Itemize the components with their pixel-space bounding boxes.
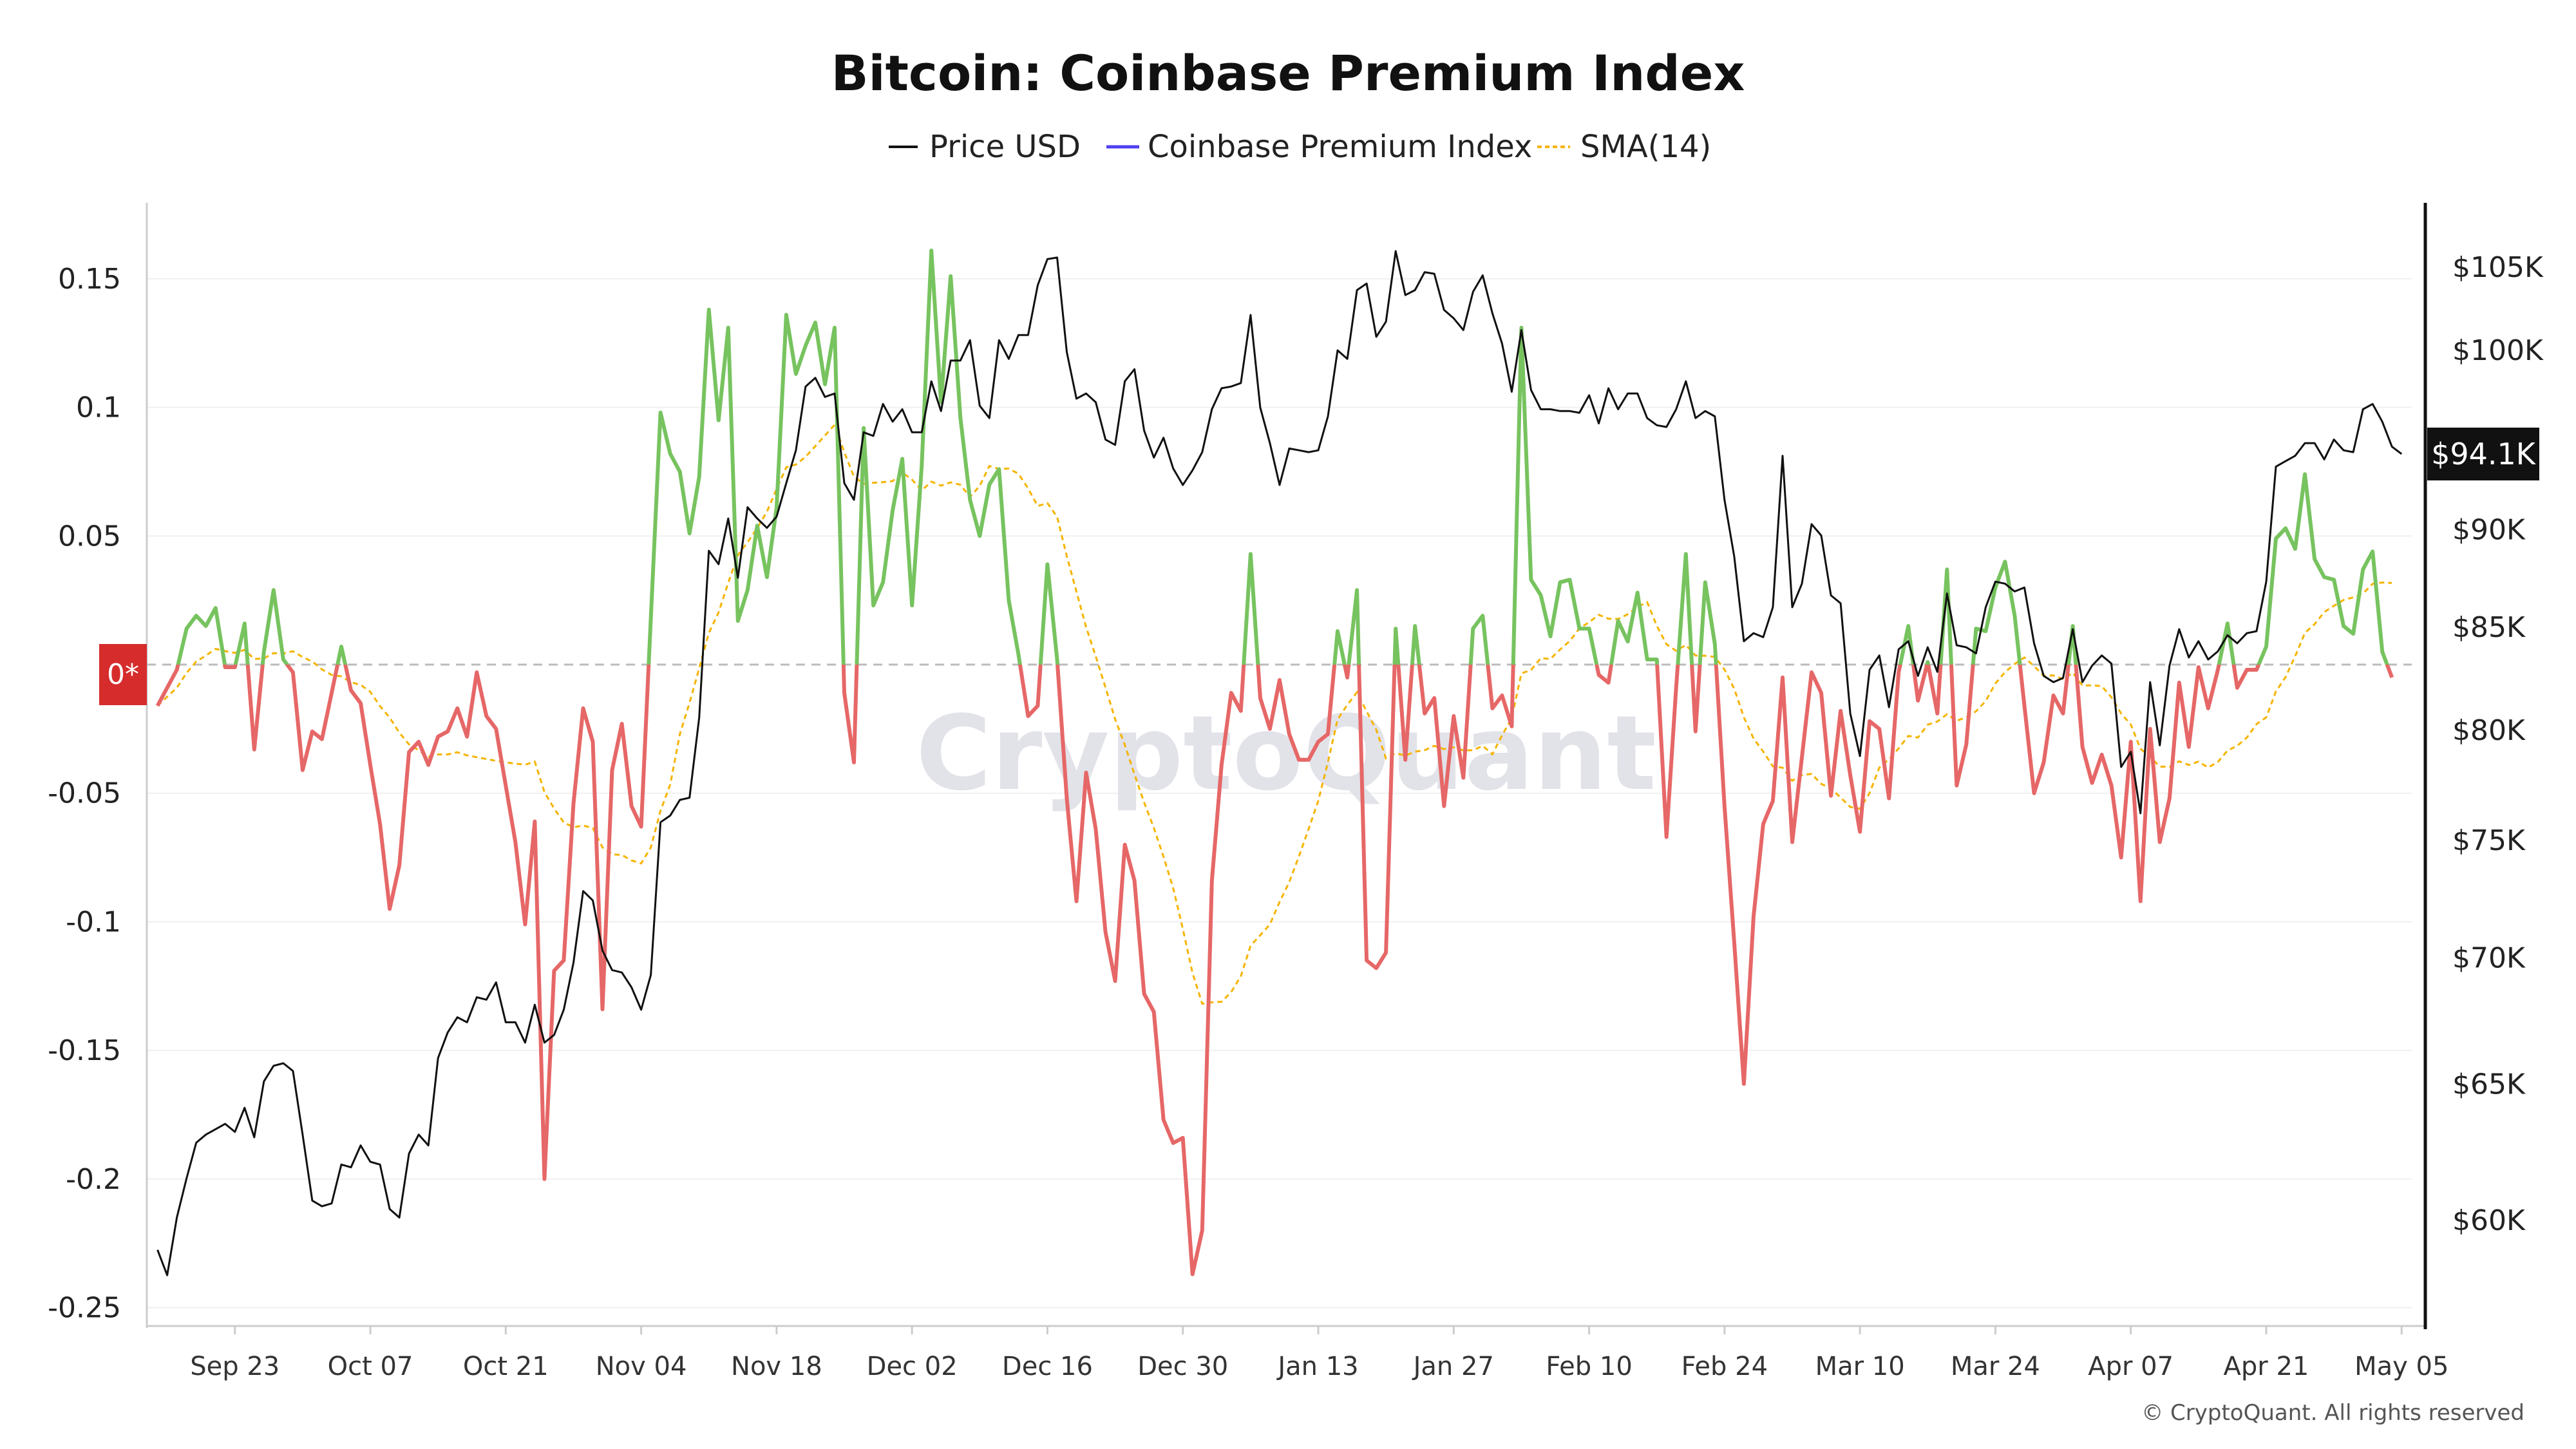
sma-series-line: [156, 422, 2392, 1005]
x-tick-label: Nov 18: [731, 1352, 822, 1381]
right-tick-label: $60K: [2452, 1204, 2526, 1237]
x-tick-label: Feb 10: [1546, 1352, 1632, 1381]
right-tick-label: $100K: [2452, 334, 2544, 367]
x-tick-label: Dec 30: [1137, 1352, 1228, 1381]
x-tick-label: Apr 07: [2088, 1352, 2174, 1381]
x-tick-label: Nov 04: [596, 1352, 687, 1381]
right-tick-label: $90K: [2452, 514, 2526, 547]
x-tick-label: Dec 16: [1002, 1352, 1093, 1381]
current-price-box: [2427, 428, 2539, 480]
x-tick-label: Jan 13: [1276, 1352, 1358, 1381]
right-tick-label: $80K: [2452, 714, 2526, 747]
left-axis-ticks: 0.15 0.1 0.05 -0.05 -0.1 -0.15 -0.2 -0.25: [48, 263, 121, 1325]
chart-title: Bitcoin: Coinbase Premium Index: [831, 44, 1745, 102]
premium-series-line-negative: [155, 665, 2394, 1276]
x-tick-label: Mar 24: [1951, 1352, 2040, 1381]
right-tick-label: $65K: [2452, 1068, 2526, 1101]
left-tick-label: -0.15: [48, 1034, 121, 1067]
x-tick-label: Sep 23: [190, 1352, 279, 1381]
left-tick-label: -0.05: [48, 777, 121, 810]
left-tick-label: -0.1: [66, 905, 121, 938]
legend: Price USD Coinbase Premium Index SMA(14): [889, 129, 1711, 165]
current-price-marker: $94.1K: [2427, 428, 2539, 480]
left-tick-label: -0.25: [48, 1292, 121, 1325]
x-tick-label: Jan 27: [1412, 1352, 1494, 1381]
premium-series-line-positive: [176, 249, 2389, 665]
x-tick-label: Dec 02: [867, 1352, 958, 1381]
right-tick-label: $105K: [2452, 251, 2544, 284]
legend-item-premium[interactable]: Coinbase Premium Index: [1106, 129, 1532, 165]
x-tick-label: Mar 10: [1815, 1352, 1905, 1381]
zero-marker-box: [99, 644, 147, 705]
x-tick-label: Feb 24: [1681, 1352, 1768, 1381]
zero-marker: 0*: [99, 644, 147, 705]
x-tick-label: Apr 21: [2224, 1352, 2309, 1381]
current-price-label: $94.1K: [2431, 437, 2537, 471]
x-tick-label: May 05: [2354, 1352, 2448, 1381]
gridlines: [147, 278, 2412, 1309]
x-axis-ticks: Sep 23 Oct 07 Oct 21 Nov 04 Nov 18 Dec 02 Dec …: [190, 1326, 2448, 1381]
left-tick-label: 0.15: [58, 263, 121, 296]
right-tick-label: $85K: [2452, 611, 2526, 644]
legend-item-price[interactable]: Price USD: [889, 129, 1081, 165]
x-tick-label: Oct 21: [463, 1352, 549, 1381]
x-tick-label: Oct 07: [328, 1352, 413, 1381]
right-tick-label: $75K: [2452, 824, 2526, 857]
legend-sma-label: SMA(14): [1580, 129, 1711, 165]
legend-price-label: Price USD: [929, 129, 1081, 165]
left-tick-label: -0.2: [66, 1163, 121, 1196]
price-series-line: [156, 250, 2403, 1276]
copyright: © CryptoQuant. All rights reserved: [2141, 1400, 2524, 1426]
left-tick-label: 0.05: [58, 520, 121, 553]
right-axis-ticks: $105K $100K $90K $85K $80K $75K $70K $65K $60K: [2452, 251, 2544, 1237]
right-tick-label: $70K: [2452, 942, 2526, 974]
legend-premium-label: Coinbase Premium Index: [1148, 129, 1532, 165]
zero-marker-label: 0*: [107, 658, 139, 691]
legend-item-sma[interactable]: SMA(14): [1537, 129, 1711, 165]
left-tick-label: 0.1: [76, 392, 121, 424]
